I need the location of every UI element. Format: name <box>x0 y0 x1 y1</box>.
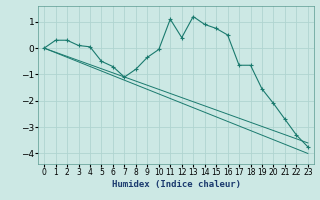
X-axis label: Humidex (Indice chaleur): Humidex (Indice chaleur) <box>111 180 241 189</box>
